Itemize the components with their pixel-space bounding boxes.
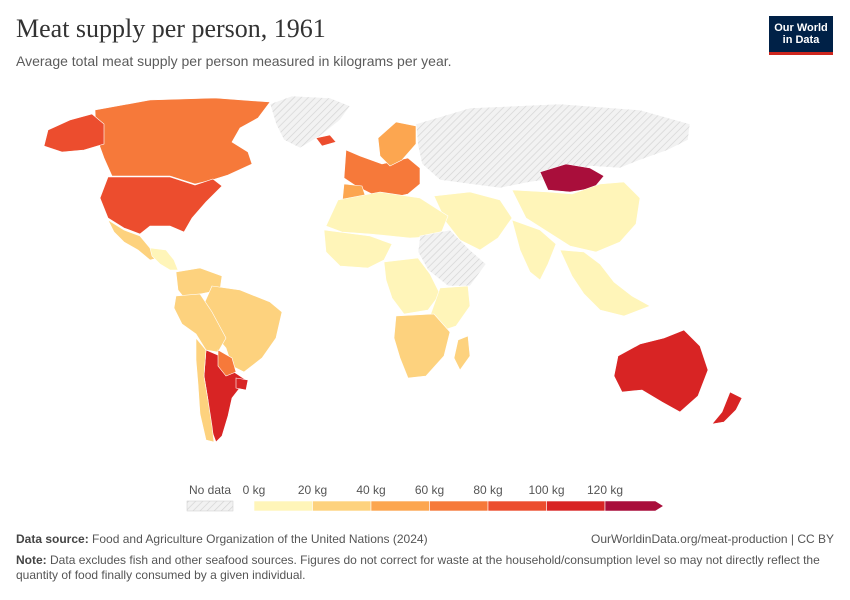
legend-tick-label: 100 kg <box>528 483 564 497</box>
note-label: Note: <box>16 553 47 567</box>
region-southeast-asia[interactable]: Southeast Asia <box>559 249 651 317</box>
region-chile[interactable]: Chile <box>195 337 215 443</box>
region-alaska[interactable]: Alaska <box>43 113 105 153</box>
region-united-states[interactable]: United States <box>99 176 223 235</box>
legend-bin-2[interactable] <box>370 500 430 512</box>
region-central-africa[interactable]: Central Africa <box>383 257 441 315</box>
region-sudan-ethiopia[interactable]: Sudan / Ethiopia <box>417 229 487 287</box>
world-map: CanadaUnited StatesAlaskaMexicoCentral A… <box>43 95 743 443</box>
region-new-zealand[interactable]: New Zealand <box>711 391 743 425</box>
legend-no-data-label: No data <box>189 483 231 497</box>
map-legend: No data 0 kg 20 kg 40 kg 60 kg 80 kg 100 kg 12… <box>186 483 665 512</box>
legend-tick-label: 80 kg <box>473 483 502 497</box>
region-paraguay[interactable]: Paraguay <box>217 349 237 377</box>
legend-tick-label: 20 kg <box>298 483 327 497</box>
region-china[interactable]: China <box>511 181 641 253</box>
legend-tick-label: 120 kg <box>587 483 623 497</box>
region-central-america[interactable]: Central America <box>149 247 179 271</box>
region-australia[interactable]: Australia <box>613 329 709 413</box>
region-north-africa[interactable]: North Africa <box>325 191 449 239</box>
region-mongolia[interactable]: Mongolia <box>539 163 605 193</box>
region-uruguay[interactable]: Uruguay <box>235 377 249 391</box>
region-mexico[interactable]: Mexico <box>107 219 159 261</box>
region-west-africa[interactable]: West Africa <box>323 229 393 269</box>
note-text: Data excludes fish and other seafood sou… <box>16 553 820 582</box>
logo-line-1: Our World <box>774 22 828 34</box>
legend-bin-6[interactable] <box>604 500 665 512</box>
data-source-text[interactable]: Food and Agriculture Organization of the… <box>92 532 428 546</box>
chart-subtitle: Average total meat supply per person mea… <box>16 53 452 69</box>
data-source-label: Data source: <box>16 532 89 546</box>
legend-tick-label: 0 kg <box>243 483 266 497</box>
chart-note: Note: Data excludes fish and other seafo… <box>16 553 836 583</box>
legend-bin-5[interactable] <box>546 500 606 512</box>
region-western-europe[interactable]: Western Europe <box>343 149 421 199</box>
legend-bin-1[interactable] <box>312 500 372 512</box>
region-scandinavia[interactable]: Scandinavia <box>377 121 417 167</box>
region-greenland[interactable]: Greenland <box>269 95 351 149</box>
legend-bin-3[interactable] <box>429 500 489 512</box>
region-madagascar[interactable]: Madagascar <box>453 335 471 371</box>
chart-title: Meat supply per person, 1961 <box>16 14 326 43</box>
data-source: Data source: Food and Agriculture Organi… <box>16 532 834 546</box>
region-peru-bolivia[interactable]: Peru / Bolivia <box>173 293 227 353</box>
region-russia[interactable]: Russia <box>415 103 691 189</box>
region-canada[interactable]: Canada <box>94 97 271 185</box>
source-url[interactable]: OurWorldinData.org/meat-production | CC … <box>591 532 834 546</box>
legend-tick-label: 40 kg <box>356 483 385 497</box>
legend-no-data-swatch[interactable] <box>186 500 234 512</box>
legend-tick-label: 60 kg <box>415 483 444 497</box>
region-iceland[interactable]: Iceland <box>315 134 337 147</box>
logo-line-2: in Data <box>782 34 820 46</box>
legend-bin-4[interactable] <box>487 500 547 512</box>
region-southern-africa[interactable]: Southern Africa <box>393 313 451 379</box>
region-middle-east[interactable]: Middle East <box>433 191 513 251</box>
region-india[interactable]: India <box>511 219 557 281</box>
owid-logo[interactable]: Our World in Data <box>769 16 833 55</box>
legend-bin-0[interactable] <box>253 500 313 512</box>
